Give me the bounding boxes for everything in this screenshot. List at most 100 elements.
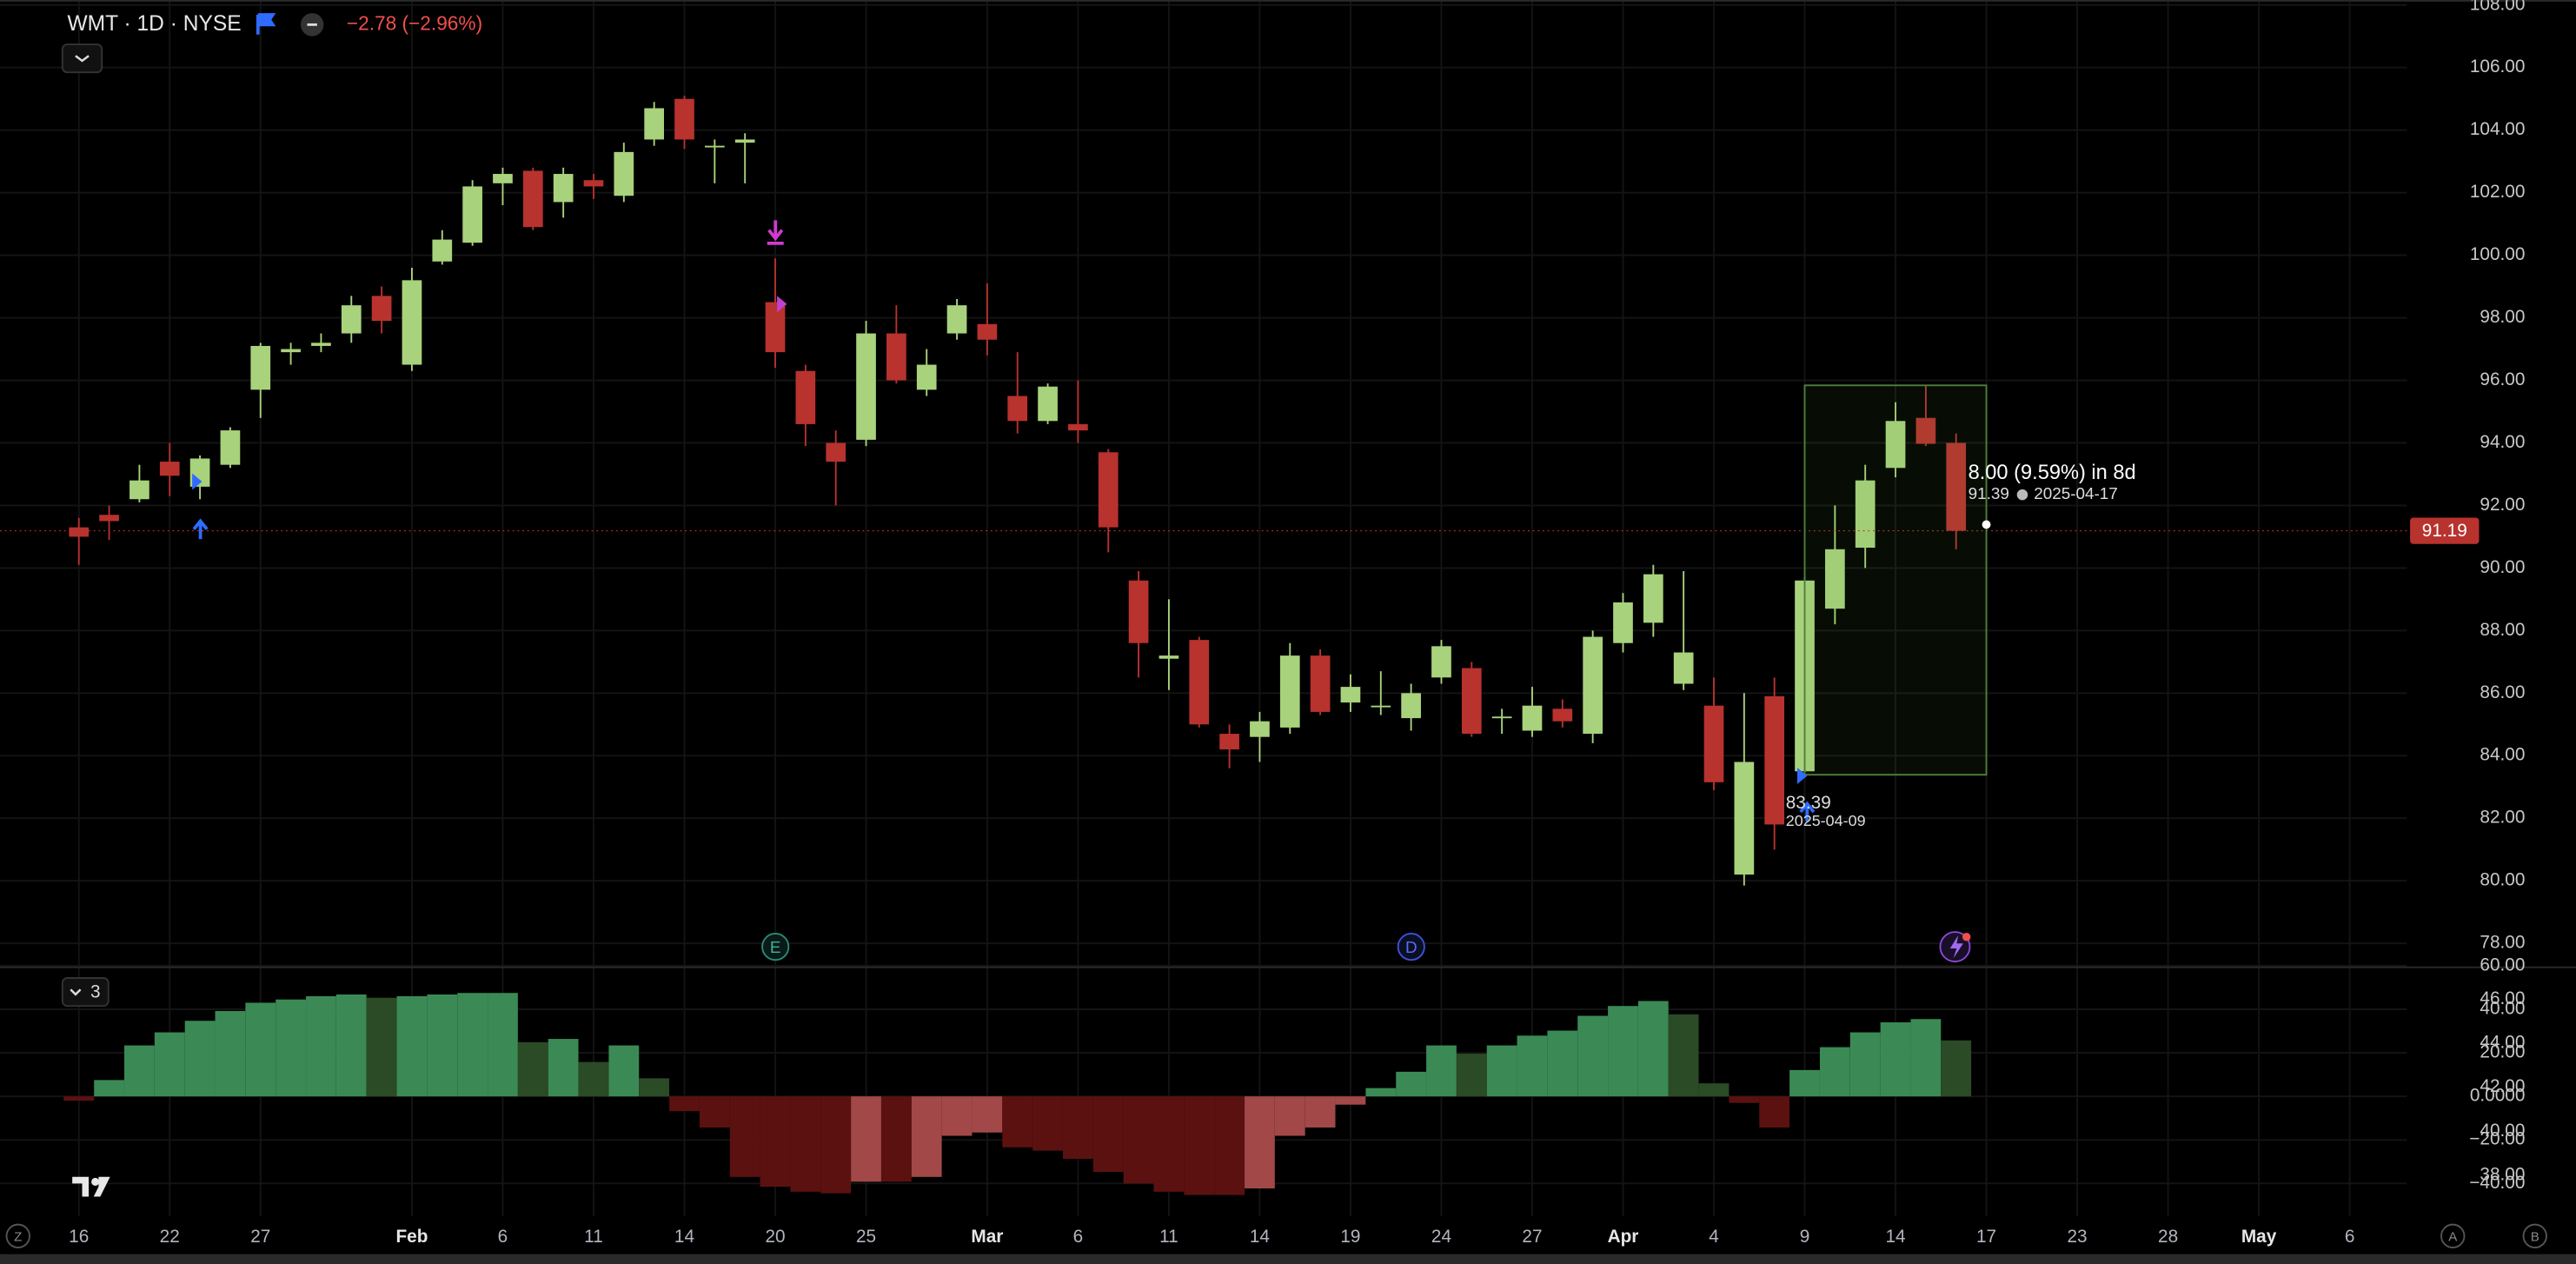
flag-icon[interactable] [256,13,276,35]
clock-icon [2016,489,2028,501]
y-tick-label: 42.00 [2480,1076,2525,1096]
earnings-label: E [770,939,781,957]
signal-marker [1796,767,1808,784]
x-tick-label: 27 [1522,1227,1542,1247]
histogram-bar [94,1080,124,1097]
collapse-button[interactable] [61,43,103,74]
histogram-bar [1365,1088,1397,1097]
candle-body [1946,442,1967,531]
candle-body [826,442,846,462]
histogram-bar [184,1021,216,1097]
candle-body [916,364,937,390]
histogram-bar [820,1096,852,1194]
histogram-bar [1608,1006,1638,1097]
histogram-bar [1759,1096,1790,1128]
candle-body [1673,652,1694,684]
y-tick-label: 60.00 [2480,955,2525,975]
candle-body [1431,646,1451,678]
control-button[interactable] [5,1223,30,1249]
candle-body [977,323,998,340]
candle-body [1128,580,1149,643]
y-tick-label: 98.00 [2480,307,2525,327]
histogram-bar [63,1096,95,1101]
candle-body [281,349,301,353]
histogram-bar [396,995,428,1097]
candle-body [734,139,755,143]
y-tick-label: 96.00 [2480,369,2525,389]
candle-body [1219,734,1239,750]
price-pane [0,96,2407,886]
candle-body [1279,655,1300,728]
candle-body [1613,602,1633,643]
signal-marker [192,473,202,490]
y-tick-label: 0.0000 [2470,1086,2526,1106]
y-tick-label: 94.00 [2480,432,2525,452]
price-change: −2.78 (−2.96%) [347,11,482,34]
candle-body [644,108,665,140]
indicator-legend[interactable] [61,977,110,1008]
candle-body [250,345,271,390]
histogram-bar [1486,1045,1517,1097]
histogram-bar [154,1032,185,1097]
candle-body [462,186,482,243]
x-tick-label: 20 [765,1227,785,1247]
control-label: A [2448,1230,2458,1245]
candle-body [1038,386,1058,422]
indicator-count: 3 [90,982,101,1002]
histogram-bar [306,995,336,1097]
histogram-bar [880,1096,912,1182]
candle-body [1401,693,1421,719]
x-tick-label: Mar [971,1227,1003,1247]
scrollbar [0,1254,2576,1264]
y-tick-label: 106.00 [2470,57,2526,77]
candle-body [99,515,119,522]
candle-body [371,296,392,322]
earnings-marker[interactable] [761,933,790,961]
candle-body [1583,636,1603,735]
x-tick-label: 17 [1976,1227,1996,1247]
histogram-bar [729,1096,760,1177]
symbol: WMT · 1D · NYSE [68,12,242,36]
control-button[interactable] [2522,1223,2547,1249]
x-tick-label: 24 [1431,1227,1451,1247]
candle-body [432,239,453,262]
candle-body [1522,705,1543,731]
histogram-bar [1577,1015,1609,1097]
news-icon [1949,935,1963,959]
signal-marker [777,296,787,313]
candle-body [129,480,149,500]
histogram-bar [488,993,518,1097]
histogram-bar [366,997,397,1097]
logo[interactable] [72,1176,110,1197]
histogram-bar [1153,1096,1185,1192]
x-tick-label: 14 [1885,1227,1905,1247]
histogram-bar [699,1096,730,1128]
control-button[interactable] [2440,1223,2466,1249]
y-tick-label: 38.00 [2480,1164,2525,1184]
histogram-bar [760,1096,791,1187]
candle-body [795,370,816,424]
measure-label: 8.00 (9.59%) in 8d [1969,462,2136,484]
candle-body [553,174,574,203]
histogram-bar [427,994,458,1097]
histogram-bar [215,1010,246,1097]
histogram-bar [276,999,306,1097]
histogram-bar [1668,1014,1699,1097]
candle-body [1734,762,1755,875]
histogram-bar [1063,1096,1093,1160]
y-tick-label: 108.00 [2470,0,2526,14]
y-tick-label: 88.00 [2480,620,2525,640]
candle-body [674,98,694,140]
buy-arrow [192,518,209,540]
x-tick-label: Apr [1608,1227,1639,1247]
candle-body [614,151,634,196]
dividend-marker[interactable] [1397,933,1425,961]
news-dot [1962,933,1971,941]
histogram-bar [1729,1096,1760,1103]
x-tick-label: 23 [2068,1227,2088,1247]
last-price-label: 91.19 [2422,521,2467,541]
histogram-bar [1396,1071,1427,1097]
histogram-bar [941,1096,973,1136]
y-tick-label: 44.00 [2480,1033,2525,1053]
